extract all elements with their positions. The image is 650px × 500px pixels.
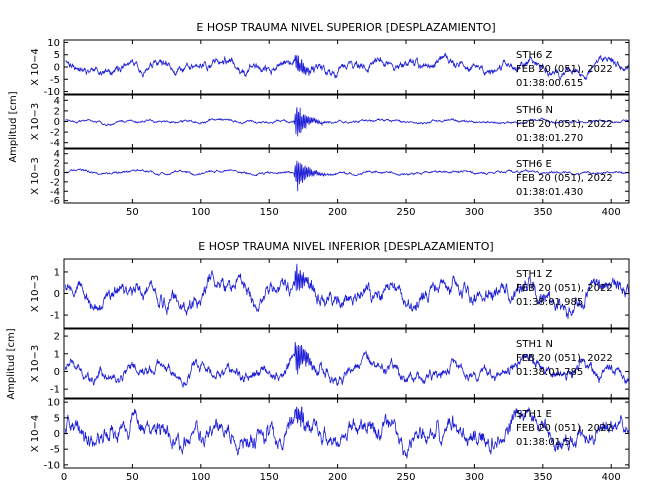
time-label: 01:38:01.430 <box>516 187 583 198</box>
top-figure: E HOSP TRAUMA NIVEL SUPERIOR [DESPLAZAMI… <box>8 21 630 218</box>
x-tick-label: 50 <box>126 207 139 218</box>
series-line <box>64 341 629 388</box>
x-tick-label: 300 <box>465 472 484 483</box>
x-tick-label: 200 <box>328 207 347 218</box>
series-line <box>64 263 629 320</box>
station-label: STH6 Z <box>516 50 553 61</box>
y-tick-label: 4 <box>54 96 60 107</box>
y-tick-label: 2 <box>54 332 60 343</box>
date-label: FEB 20 (051), 2022 <box>516 173 613 184</box>
station-label: STH1 E <box>516 409 552 420</box>
station-label: STH6 E <box>516 159 552 170</box>
y-tick-label: 5 <box>54 50 60 61</box>
date-label: FEB 20 (051), 2022 <box>516 283 613 294</box>
panel-sth1-z: -1 0 1 X 10−3 STH1 Z FEB 20 (051), 2022 01:38:… <box>30 258 630 329</box>
x-tick-label: 150 <box>260 207 279 218</box>
time-label: 01:38:01.985 <box>516 297 583 308</box>
scale-label: X 10−3 <box>30 103 41 141</box>
time-label: 01:38:01.785 <box>516 367 583 378</box>
x-tick-label: 350 <box>533 207 552 218</box>
y-tick-label: 2 <box>54 159 60 170</box>
y-tick-label: 4 <box>54 149 60 160</box>
y-tick-label: 0 <box>54 63 60 74</box>
x-tick-label: 100 <box>191 472 210 483</box>
panel-sth6-z: -10-50 510 X 10−4 STH6 Z FEB 20 (051), 2022 0… <box>30 38 630 98</box>
x-tick-label: 250 <box>396 207 415 218</box>
date-label: FEB 20 (051), 2022 <box>516 64 613 75</box>
date-label: FEB 20 (051), 2022 <box>516 423 613 434</box>
y-tick-label: 5 <box>54 413 60 424</box>
series-line <box>65 107 629 137</box>
series-line <box>65 52 629 81</box>
scale-label: X 10−3 <box>30 275 41 313</box>
y-axis-label-top: Amplitud [cm] <box>8 91 19 162</box>
panel-sth1-n: -1 0 1 2 X 10−3 STH1 N FEB 20 (051), 2022 01:38… <box>30 328 630 399</box>
time-label: 01:38:01.5 <box>516 437 570 448</box>
x-tick-label: 0 <box>61 472 67 483</box>
y-tick-label: -2 <box>50 128 60 139</box>
y-tick-label: 1 <box>54 349 60 360</box>
station-label: STH1 N <box>516 339 553 350</box>
y-tick-label: -6 <box>50 196 60 207</box>
chart-title-top: E HOSP TRAUMA NIVEL SUPERIOR [DESPLAZAMI… <box>196 21 495 34</box>
x-tick-label: 100 <box>191 207 210 218</box>
panel-sth1-e: -10 -5 0 5 10 X 10−4 STH1 E FEB 20 (051), 2022 0… <box>30 398 630 471</box>
panel-frame <box>63 148 630 204</box>
x-tick-label: 350 <box>533 472 552 483</box>
y-tick-label: 10 <box>47 38 60 49</box>
y-tick-label: 0 <box>54 289 60 300</box>
x-tick-label: 250 <box>396 472 415 483</box>
x-tick-label: 150 <box>260 472 279 483</box>
y-tick-label: -5 <box>50 445 60 456</box>
station-label: STH6 N <box>516 105 553 116</box>
y-tick-label: 0 <box>54 168 60 179</box>
y-tick-label: 1 <box>54 267 60 278</box>
y-tick-label: -5 <box>50 75 60 86</box>
x-tick-label: 50 <box>126 472 139 483</box>
series-line <box>65 160 629 192</box>
x-tick-label: 300 <box>465 207 484 218</box>
y-tick-label: 10 <box>47 398 60 409</box>
chart-title-bottom: E HOSP TRAUMA NIVEL INFERIOR [DESPLAZAMI… <box>198 240 493 253</box>
x-tick-label: 400 <box>602 207 621 218</box>
y-tick-label: -4 <box>50 138 60 149</box>
x-tick-label: 200 <box>328 472 347 483</box>
date-label: FEB 20 (051), 2022 <box>516 353 613 364</box>
y-tick-label: -2 <box>50 177 60 188</box>
y-axis-label-bottom: Amplitud [cm] <box>6 328 17 399</box>
scale-label: X 10−4 <box>30 48 41 86</box>
y-tick-label: -10 <box>44 87 60 98</box>
x-tick-label: 400 <box>602 472 621 483</box>
series-line <box>64 406 629 459</box>
panel-frame <box>63 328 630 399</box>
time-label: 01:38:01.270 <box>516 133 583 144</box>
scale-label: X 10−3 <box>30 345 41 383</box>
y-tick-label: -10 <box>44 460 60 471</box>
scale-label: X 10−4 <box>30 415 41 453</box>
y-tick-label: 0 <box>54 429 60 440</box>
time-label: 01:38:00.615 <box>516 78 583 89</box>
date-label: FEB 20 (051), 2022 <box>516 119 613 130</box>
station-label: STH1 Z <box>516 269 553 280</box>
y-tick-label: 2 <box>54 106 60 117</box>
y-tick-label: 0 <box>54 117 60 128</box>
scale-label: X 10−3 <box>30 157 41 195</box>
y-tick-label: 0 <box>54 367 60 378</box>
bottom-figure: E HOSP TRAUMA NIVEL INFERIOR [DESPLAZAMI… <box>6 240 630 483</box>
y-tick-label: -1 <box>50 311 60 322</box>
y-tick-label: -1 <box>50 385 60 396</box>
y-tick-label: -4 <box>50 187 60 198</box>
